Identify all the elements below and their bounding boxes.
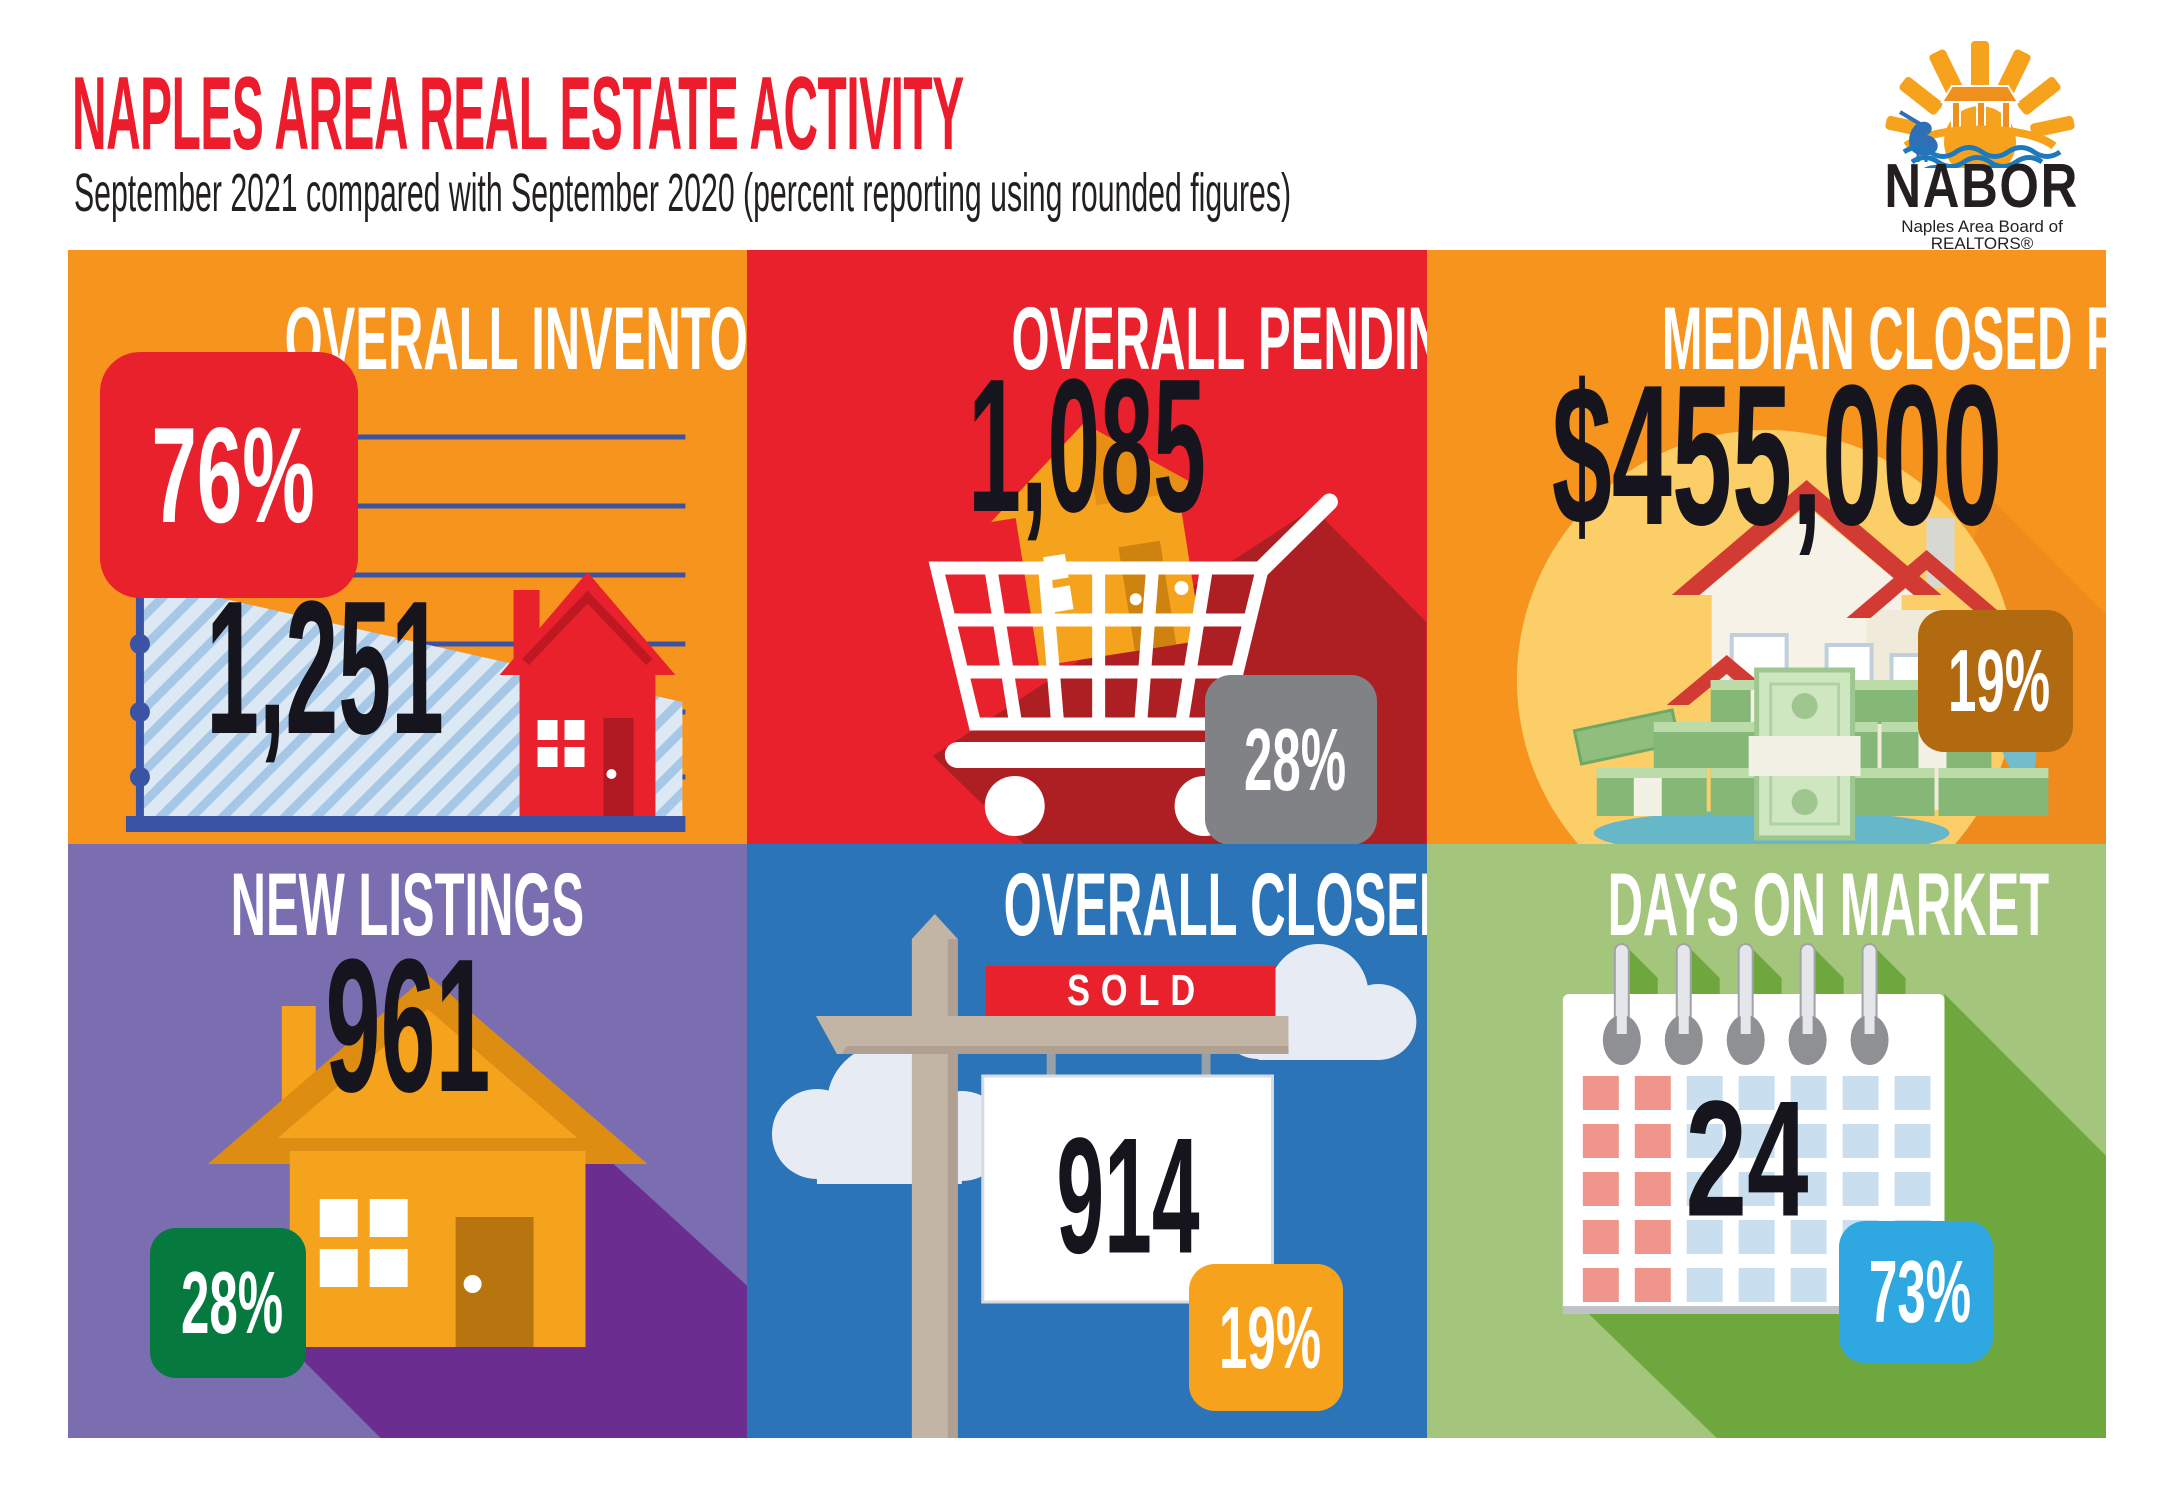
badge-percent: 28% — [180, 1253, 284, 1352]
sold-sign-label: SOLD — [1067, 966, 1207, 1015]
cart-basket-icon — [928, 561, 1272, 731]
pending-sales-value: 1,085 — [968, 340, 1207, 552]
house-money-illustration — [1516, 430, 2106, 844]
new-listings-value: 961 — [325, 920, 491, 1132]
orange-house-illustration — [207, 974, 748, 1438]
page-subtitle: September 2021 compared with September 2… — [74, 163, 1292, 223]
badge-percent: 28% — [1244, 710, 1347, 809]
median-price-value: $455,000 — [1551, 344, 2002, 567]
panel-title: NEW LISTINGS — [230, 854, 585, 954]
red-house-icon — [499, 572, 676, 822]
badge-percent: 19% — [1219, 1287, 1322, 1387]
change-badge: 19% — [1189, 1264, 1344, 1411]
money-stacks-icon — [1572, 667, 2049, 841]
nabor-logo: NABOR Naples Area Board of REALTORS® — [1848, 38, 2116, 252]
panel-median-closed-price: MEDIAN CLOSED PRICE $455,000 19% — [1426, 250, 2106, 844]
panel-title: OVERALL CLOSED SALES — [1003, 854, 1427, 954]
panel-days-on-market: DAYS ON MARKET 24 73% — [1426, 844, 2106, 1438]
closed-sales-value: 914 — [1056, 1103, 1200, 1288]
orange-house-icon — [207, 974, 648, 1347]
panel-title: MEDIAN CLOSED PRICE — [1661, 288, 2106, 388]
panel-overall-pending-sales: OVERALL PENDING SALES 1,085 28% — [747, 250, 1427, 844]
sold-sign-illustration — [772, 914, 1417, 1438]
badge-percent: 76% — [151, 399, 315, 551]
panel-overall-closed-sales: OVERALL CLOSED SALES SOLD 914 19% — [747, 844, 1427, 1438]
panel-title: OVERALL INVENTORY — [284, 288, 748, 388]
change-badge: 28% — [1205, 675, 1378, 844]
badge-percent: 73% — [1868, 1242, 1971, 1341]
panel-title: OVERALL PENDING SALES — [1011, 288, 1427, 388]
change-badge: 19% — [1917, 610, 2073, 752]
days-on-market-value: 24 — [1685, 1066, 1809, 1251]
standing-bill-icon — [1748, 667, 1861, 841]
change-badge: 76% — [100, 352, 358, 598]
inventory-value: 1,251 — [206, 562, 444, 774]
signpost-icon — [816, 914, 1289, 1438]
inventory-chart-illustration — [125, 434, 686, 832]
panel-title: DAYS ON MARKET — [1607, 854, 2049, 954]
change-badge: 28% — [150, 1228, 306, 1378]
metrics-grid: OVERALL INVENTORY 1,251 76% — [68, 250, 2106, 1438]
nabor-logo-icon — [1885, 41, 2075, 168]
panel-overall-inventory: OVERALL INVENTORY 1,251 76% — [68, 250, 748, 844]
change-badge: 73% — [1838, 1221, 1993, 1363]
panel-new-listings: NEW LISTINGS 961 28% — [68, 844, 748, 1438]
calendar-grid-icon — [1582, 1076, 1931, 1302]
logo-acronym: NABOR — [1884, 152, 2080, 221]
logo-tagline: Naples Area Board of REALTORS® — [1901, 217, 2063, 253]
binder-rings-icon — [1602, 943, 1889, 1065]
page-title: NAPLES AREA REAL ESTATE ACTIVITY — [72, 56, 964, 172]
badge-percent: 19% — [1948, 631, 2051, 730]
